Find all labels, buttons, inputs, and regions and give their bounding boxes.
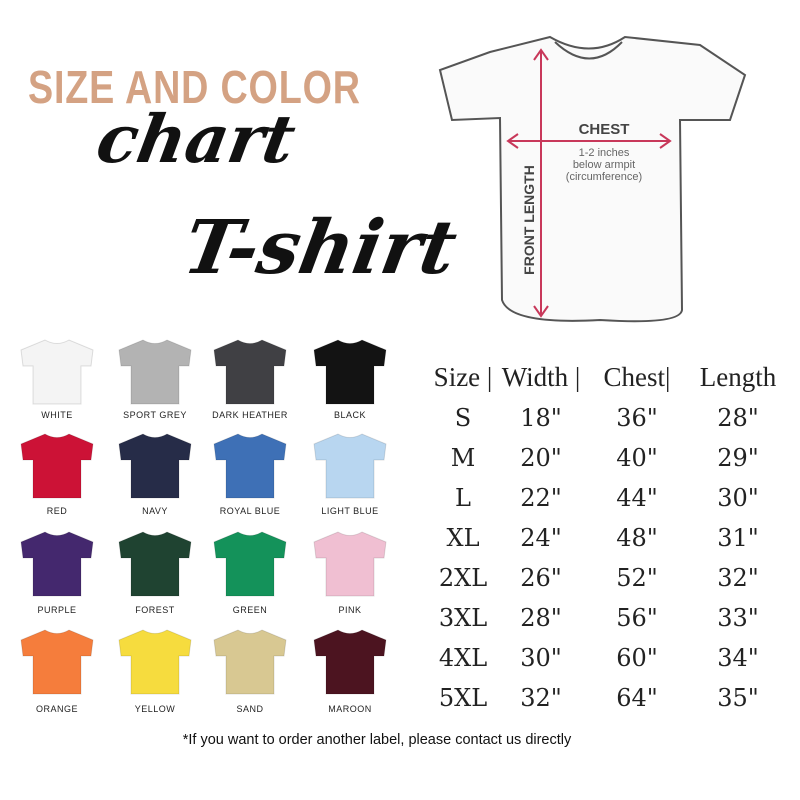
footnote: *If you want to order another label, ple… — [182, 732, 572, 748]
tshirt-swatch-dark-heather — [212, 338, 288, 406]
size-row: 2XL 26" 52" 32" — [415, 564, 795, 598]
size-cell: M — [450, 444, 476, 472]
chest-note-line2: below armpit — [573, 159, 635, 171]
tshirt-swatch-white — [19, 338, 95, 406]
header-width: Width | — [501, 362, 581, 392]
front-length-label: FRONT LENGTH — [521, 165, 537, 275]
color-label: PINK — [338, 605, 362, 615]
length-cell: 35" — [717, 684, 759, 712]
color-label: WHITE — [41, 410, 73, 420]
measurement-diagram: CHEST 1-2 inches below armpit (circumfer… — [438, 35, 747, 323]
length-cell: 33" — [717, 604, 759, 632]
color-label: BLACK — [333, 410, 366, 420]
color-label: ROYAL BLUE — [219, 506, 281, 516]
size-row: L 22" 44" 30" — [415, 484, 795, 518]
chest-cell: 36" — [616, 404, 658, 432]
header-size: Size | — [433, 362, 493, 392]
color-label: RED — [46, 506, 68, 516]
chest-note-line1: 1-2 inches — [579, 147, 630, 159]
color-label: SAND — [236, 704, 264, 714]
size-cell: 5XL — [438, 684, 488, 712]
tshirt-swatch-black — [312, 338, 388, 406]
width-cell: 26" — [520, 564, 562, 592]
tshirt-swatch-red — [19, 432, 95, 500]
chest-cell: 40" — [616, 444, 658, 472]
width-cell: 20" — [520, 444, 562, 472]
width-cell: 28" — [520, 604, 562, 632]
size-row: 4XL 30" 60" 34" — [415, 644, 795, 678]
chest-cell: 60" — [616, 644, 658, 672]
header-chest: Chest| — [603, 362, 671, 392]
chest-cell: 56" — [616, 604, 658, 632]
tshirt-swatch-purple — [19, 530, 95, 598]
width-cell: 22" — [520, 484, 562, 512]
color-label: YELLOW — [134, 704, 176, 714]
header-length: Length — [699, 362, 777, 392]
color-label: MAROON — [328, 704, 372, 714]
width-cell: 24" — [520, 524, 562, 552]
heading-size-and-color: SIZE AND COLOR — [28, 61, 361, 113]
tshirt-swatch-light-blue — [312, 432, 388, 500]
length-cell: 28" — [717, 404, 759, 432]
tshirt-swatch-maroon — [312, 628, 388, 696]
size-cell: XL — [446, 524, 480, 552]
length-cell: 30" — [717, 484, 759, 512]
tshirt-swatch-orange — [19, 628, 95, 696]
color-label: NAVY — [142, 506, 168, 516]
chest-label: CHEST — [579, 121, 630, 138]
size-table-header: Size | Width | Chest| Length — [415, 362, 795, 396]
size-cell: 2XL — [438, 564, 488, 592]
color-label: LIGHT BLUE — [321, 506, 379, 516]
tshirt-swatch-royal-blue — [212, 432, 288, 500]
size-row: XL 24" 48" 31" — [415, 524, 795, 558]
size-row: 3XL 28" 56" 33" — [415, 604, 795, 638]
tshirt-swatch-pink — [312, 530, 388, 598]
size-cell: 3XL — [438, 604, 488, 632]
size-cell: S — [454, 404, 472, 432]
length-cell: 32" — [717, 564, 759, 592]
width-cell: 32" — [520, 684, 562, 712]
size-cell: L — [455, 484, 471, 512]
heading-chart: chart — [91, 100, 302, 178]
length-cell: 31" — [717, 524, 759, 552]
size-row: M 20" 40" 29" — [415, 444, 795, 478]
chest-cell: 48" — [616, 524, 658, 552]
chest-cell: 52" — [616, 564, 658, 592]
width-cell: 30" — [520, 644, 562, 672]
tshirt-swatch-green — [212, 530, 288, 598]
color-label: ORANGE — [35, 704, 78, 714]
chest-note-line3: (circumference) — [566, 171, 642, 183]
size-row: S 18" 36" 28" — [415, 404, 795, 438]
color-label: DARK HEATHER — [212, 410, 288, 420]
color-label: PURPLE — [37, 605, 77, 615]
width-cell: 18" — [520, 404, 562, 432]
size-row: 5XL 32" 64" 35" — [415, 684, 795, 718]
color-label: GREEN — [232, 605, 268, 615]
tshirt-swatch-sand — [212, 628, 288, 696]
length-cell: 34" — [717, 644, 759, 672]
chest-cell: 44" — [616, 484, 658, 512]
tshirt-swatch-navy — [117, 432, 193, 500]
color-label: SPORT GREY — [123, 410, 187, 420]
chest-cell: 64" — [616, 684, 658, 712]
tshirt-swatch-sport-grey — [117, 338, 193, 406]
tshirt-swatch-yellow — [117, 628, 193, 696]
size-cell: 4XL — [438, 644, 488, 672]
length-cell: 29" — [717, 444, 759, 472]
heading-tshirt: T-shirt — [177, 205, 463, 291]
diagram-tshirt-outline — [438, 35, 747, 323]
tshirt-swatch-forest — [117, 530, 193, 598]
color-label: FOREST — [135, 605, 175, 615]
